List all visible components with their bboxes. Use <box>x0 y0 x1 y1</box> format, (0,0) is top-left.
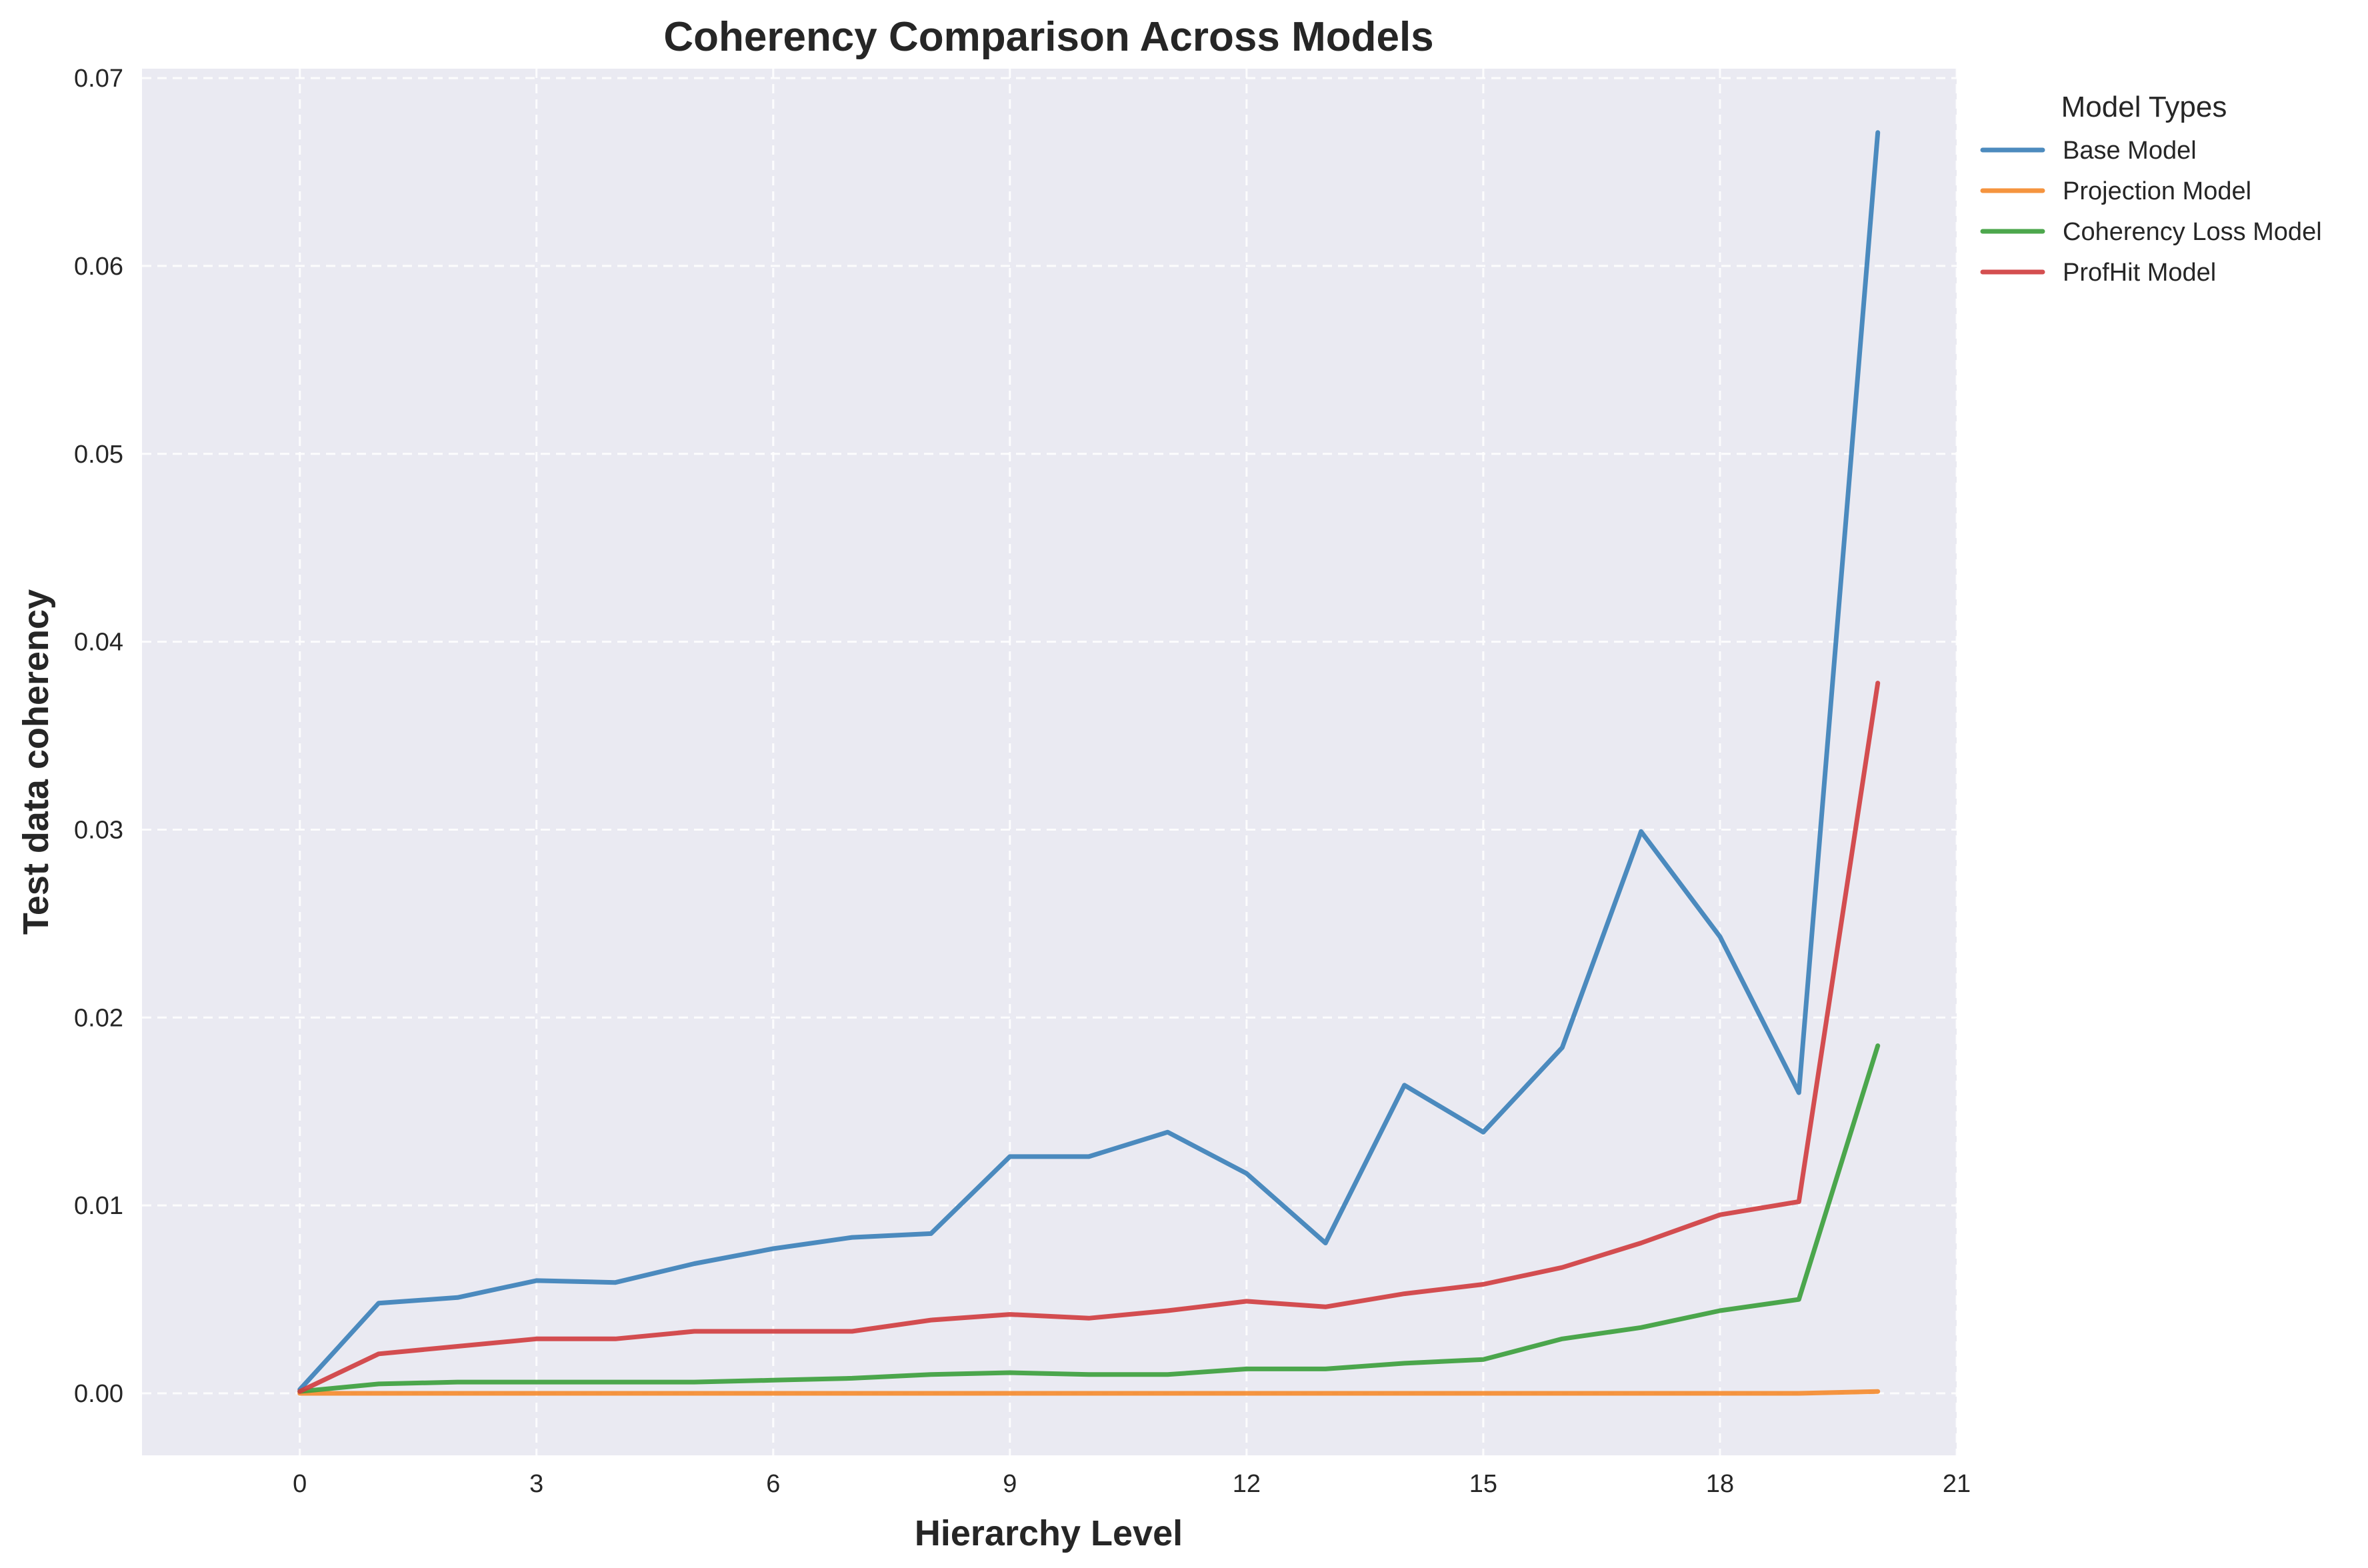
legend-title: Model Types <box>2061 91 2227 123</box>
y-tick-label: 0.00 <box>74 1380 123 1408</box>
chart-title: Coherency Comparison Across Models <box>663 14 1433 60</box>
y-tick-label: 0.05 <box>74 441 123 469</box>
legend-label-profhit-model: ProfHit Model <box>2063 259 2216 287</box>
legend-label-coherency-loss-model: Coherency Loss Model <box>2063 218 2322 246</box>
legend: Model Types Base Model Projection Model Co… <box>1980 91 2322 287</box>
x-tick-label: 3 <box>529 1470 543 1498</box>
series-layer <box>297 130 1881 1396</box>
x-tick-label: 15 <box>1469 1470 1497 1498</box>
x-tick-label: 21 <box>1943 1470 1971 1498</box>
x-tick-labels: 0 3 6 9 12 15 18 21 <box>293 1470 1971 1498</box>
y-tick-label: 0.01 <box>74 1192 123 1220</box>
y-tick-label: 0.06 <box>74 253 123 281</box>
x-tick-label: 0 <box>293 1470 307 1498</box>
legend-label-projection-model: Projection Model <box>2063 177 2251 205</box>
grid-x <box>299 69 1958 1455</box>
y-tick-labels: 0.00 0.01 0.02 0.03 0.04 0.05 0.06 0.07 <box>74 65 123 1408</box>
y-tick-label: 0.03 <box>74 816 123 844</box>
x-tick-label: 12 <box>1233 1470 1261 1498</box>
plot-area <box>142 69 1957 1455</box>
x-axis-label: Hierarchy Level <box>915 1513 1183 1553</box>
series-line-projection-model <box>297 1389 1881 1396</box>
series-line-profhit-model <box>297 681 1881 1394</box>
x-tick-label: 18 <box>1706 1470 1734 1498</box>
legend-label-base-model: Base Model <box>2063 137 2197 165</box>
y-axis-label: Test data coherency <box>16 589 56 935</box>
y-tick-label: 0.02 <box>74 1004 123 1032</box>
series-line-coherency-loss-model <box>297 1043 1881 1394</box>
legend-items: Base Model Projection Model Coherency Loss… <box>1980 137 2322 287</box>
x-tick-label: 9 <box>1003 1470 1017 1498</box>
y-tick-label: 0.04 <box>74 629 123 657</box>
y-tick-label: 0.07 <box>74 65 123 93</box>
series-line-base-model <box>297 130 1881 1392</box>
x-tick-label: 6 <box>766 1470 780 1498</box>
